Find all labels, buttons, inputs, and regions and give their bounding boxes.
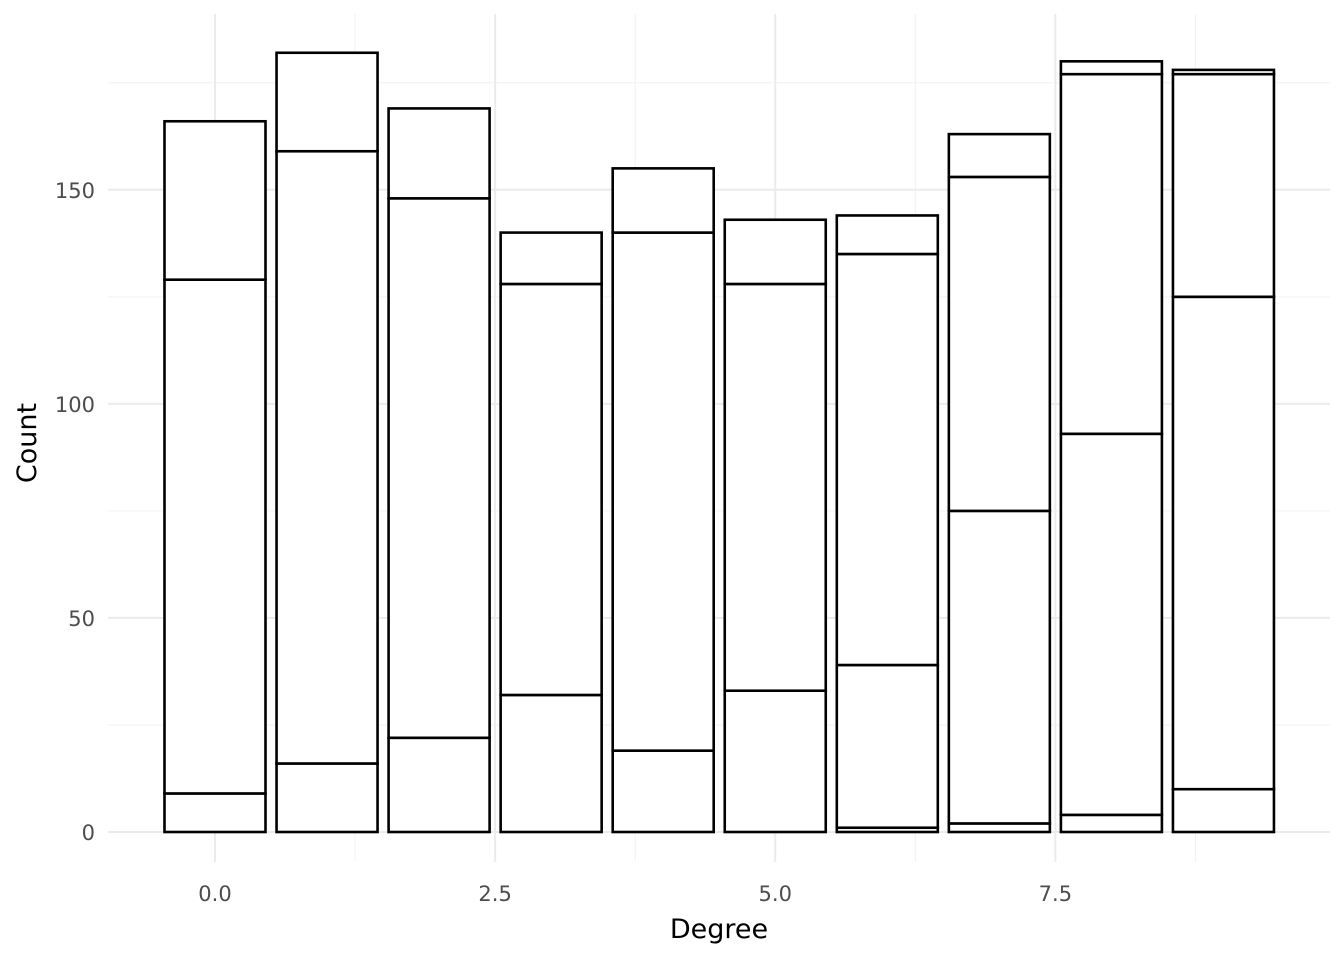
y-axis-title: Count xyxy=(12,403,43,483)
y-tick-label: 150 xyxy=(55,179,95,203)
bar-segment xyxy=(611,231,716,752)
bar-stack xyxy=(387,107,491,834)
bar-stack xyxy=(499,231,603,834)
bar-segment xyxy=(1171,295,1276,791)
y-tick-label: 0 xyxy=(82,821,95,845)
bar-segment xyxy=(1171,72,1276,299)
bar-segment xyxy=(1171,787,1276,834)
bar-segment xyxy=(1059,60,1164,76)
bar-segment xyxy=(499,282,603,697)
bar-segment xyxy=(835,214,940,256)
bar-segment xyxy=(387,107,491,200)
bar-stack xyxy=(275,51,379,834)
bars xyxy=(163,51,1276,834)
x-axis-title: Degree xyxy=(670,914,768,945)
bar-segment xyxy=(387,197,491,740)
bar-stack xyxy=(1171,68,1276,834)
bar-segment xyxy=(275,762,379,834)
bar-segment xyxy=(723,282,828,693)
bar-segment xyxy=(499,231,603,286)
bar-segment xyxy=(723,689,828,834)
bar-stack xyxy=(611,167,716,834)
bar-stack xyxy=(835,214,940,834)
bar-stack xyxy=(163,119,267,834)
bar-stack xyxy=(1059,60,1164,834)
bar-segment xyxy=(499,693,603,834)
bar-segment xyxy=(835,252,940,667)
bar-segment xyxy=(1059,432,1164,817)
bar-segment xyxy=(1059,813,1164,834)
bar-segment xyxy=(163,792,267,834)
bar-segment xyxy=(275,51,379,153)
bar-segment xyxy=(1171,68,1276,76)
y-tick-label: 100 xyxy=(55,393,95,417)
x-tick-label: 5.0 xyxy=(759,882,792,906)
bar-stack xyxy=(947,132,1052,834)
bar-segment xyxy=(947,132,1052,179)
x-tick-label: 0.0 xyxy=(198,882,231,906)
x-tick-label: 7.5 xyxy=(1039,882,1072,906)
tick-labels: 0.0 2.5 5.0 7.5 0 50 100 150 xyxy=(55,179,1072,906)
bar-segment xyxy=(947,175,1052,513)
bar-segment xyxy=(947,509,1052,825)
x-tick-label: 2.5 xyxy=(478,882,511,906)
bar-segment xyxy=(387,736,491,834)
bar-segment xyxy=(723,218,828,286)
bar-stack xyxy=(723,218,828,834)
bar-segment xyxy=(611,749,716,834)
bar-segment xyxy=(163,278,267,795)
y-tick-label: 50 xyxy=(68,607,95,631)
bar-segment xyxy=(835,663,940,830)
bar-segment xyxy=(1059,72,1164,436)
bar-segment xyxy=(611,167,716,234)
bar-segment xyxy=(275,149,379,765)
bar-segment xyxy=(163,119,267,281)
